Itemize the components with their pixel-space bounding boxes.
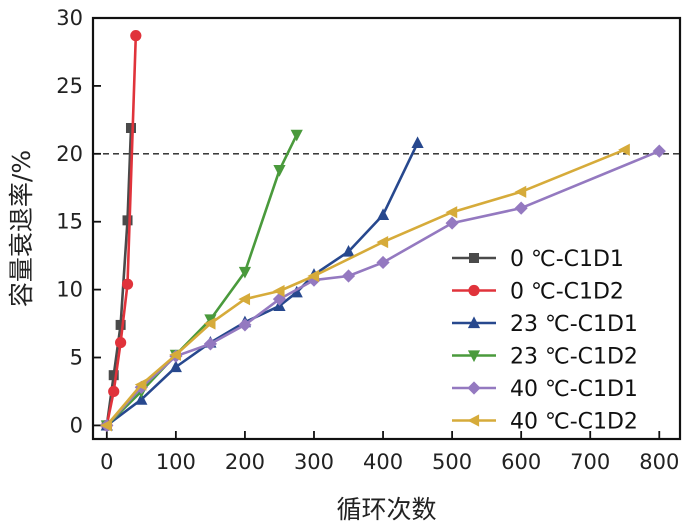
series-3 (100, 136, 424, 431)
data-point (115, 336, 127, 349)
data-point (238, 293, 251, 306)
legend-entry: 0 ℃-C1D2 (452, 280, 624, 305)
legend-label: 0 ℃-C1D2 (510, 280, 624, 305)
legend-label: 0 ℃-C1D1 (510, 247, 624, 272)
axes: 0 100 200 300 400 500 600 700 800 0 5 10 15 20 25 30 (56, 6, 682, 474)
x-tick-label: 600 (501, 450, 541, 474)
legend-label: 23 ℃-C1D2 (510, 345, 638, 370)
x-axis-title: 循环次数 (336, 495, 436, 524)
legend: 0 ℃-C1D1 0 ℃-C1D2 23 ℃-C1D1 23 ℃-C1D2 40 ℃-C… (452, 247, 638, 435)
x-tick-label: 400 (363, 450, 403, 474)
data-point (108, 370, 119, 381)
legend-marker (469, 253, 479, 263)
data-point (122, 215, 133, 226)
legend-entry: 40 ℃-C1D2 (452, 410, 638, 435)
x-tick-label: 500 (432, 450, 472, 474)
data-point (618, 143, 630, 156)
legend-entry: 40 ℃-C1D1 (452, 377, 638, 402)
y-axis-title: 容量衰退率/% (7, 150, 36, 307)
legend-entry: 23 ℃-C1D1 (452, 312, 638, 337)
y-tick-label: 0 (70, 413, 83, 437)
legend-marker (467, 350, 481, 363)
plot-series (100, 30, 666, 433)
series-line (105, 35, 138, 426)
data-point (342, 244, 355, 257)
x-tick-label: 800 (639, 450, 679, 474)
data-point (341, 269, 356, 283)
y-tick-label: 25 (56, 74, 83, 98)
series-2 (101, 30, 142, 432)
data-point (290, 285, 303, 298)
data-point (411, 136, 424, 149)
data-point (135, 393, 148, 405)
data-point (121, 278, 134, 290)
x-tick-label: 700 (570, 450, 610, 474)
data-point (652, 144, 666, 158)
legend-entry: 0 ℃-C1D1 (452, 247, 624, 272)
data-point (169, 348, 181, 361)
data-point (125, 123, 136, 134)
data-point (203, 317, 216, 330)
y-tick-label: 15 (56, 210, 83, 234)
data-point (238, 318, 252, 332)
series-line (106, 142, 419, 427)
series-line (105, 134, 298, 427)
data-point (115, 319, 126, 330)
data-point (376, 255, 390, 270)
x-tick-label: 300 (294, 450, 334, 474)
legend-label: 40 ℃-C1D1 (510, 377, 638, 402)
y-tick-label: 5 (70, 346, 83, 370)
plot-frame (91, 16, 682, 441)
data-point (376, 235, 389, 249)
x-tick-label: 0 (100, 450, 113, 474)
y-tick-label: 30 (56, 6, 83, 30)
legend-marker (467, 381, 481, 395)
data-point (376, 208, 390, 221)
data-point (273, 165, 286, 177)
data-point (290, 129, 303, 142)
legend-entry: 23 ℃-C1D2 (452, 345, 638, 370)
data-point (130, 30, 142, 42)
data-point (514, 185, 527, 198)
legend-label: 40 ℃-C1D2 (510, 410, 638, 435)
data-point (272, 292, 287, 306)
data-point (272, 284, 285, 298)
legend-marker (467, 414, 480, 427)
legend-marker (468, 284, 480, 297)
data-point (514, 201, 528, 215)
data-point (307, 269, 320, 283)
data-point (169, 360, 182, 373)
y-tick-label: 20 (56, 142, 83, 166)
series-6 (100, 143, 630, 432)
data-point (238, 266, 252, 279)
y-tick-label: 10 (56, 278, 83, 302)
data-point (134, 378, 147, 391)
data-point (100, 419, 112, 432)
data-point (203, 337, 217, 351)
data-point (108, 385, 120, 398)
data-point (445, 206, 458, 219)
legend-label: 23 ℃-C1D1 (510, 312, 638, 337)
data-point (445, 216, 459, 230)
x-tick-label: 100 (156, 450, 196, 474)
legend-marker (467, 316, 481, 329)
x-tick-label: 200 (225, 450, 265, 474)
